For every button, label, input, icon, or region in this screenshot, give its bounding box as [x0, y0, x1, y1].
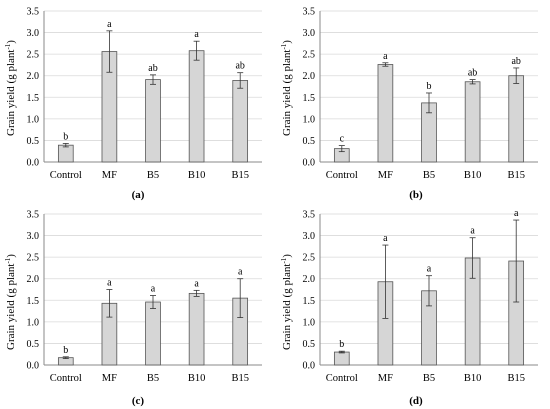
panel-b-ytick-label: 2.5: [303, 50, 316, 61]
panel-d-ylabel: Grain yield (g plant-1): [280, 254, 293, 350]
panel-c-bar: [188, 292, 205, 366]
panel-b-ytick-label: 1.5: [303, 93, 316, 104]
panel-b-ytick-label: 2.0: [303, 71, 316, 82]
panel-b-significance-letter: ab: [468, 68, 477, 79]
panel-a-bar: [232, 80, 249, 163]
panel-c-ytick-label: 3.5: [27, 210, 40, 221]
panel-b-xtick-label: MF: [378, 170, 393, 181]
panel-a-ytick-label: 0.0: [27, 158, 40, 169]
panel-c: 0.0 0.5 1.0 1.5 2.0 2.5 3.0 3.5 b Control a MF a B5 a B…: [4, 210, 262, 407]
panel-a-ytick-label: 2.0: [27, 71, 40, 82]
panel-b-ytick-label: 0.5: [303, 136, 316, 147]
panel-b-ylabel: Grain yield (g plant-1): [280, 40, 293, 136]
panel-d-xtick-label: Control: [326, 373, 358, 384]
panel-d-significance-letter: a: [514, 208, 519, 219]
panel-d-ytick-label: 1.5: [303, 296, 316, 307]
panel-d-plot: 0.0 0.5 1.0 1.5 2.0 2.5 3.0 3.5 b Control a MF a B5 a B…: [303, 208, 538, 384]
panel-d-ytick-label: 3.5: [303, 210, 316, 221]
panel-a-bar: [57, 144, 74, 163]
panel-c-bar: [145, 301, 161, 366]
panel-b-ytick-label: 3.5: [303, 7, 316, 18]
panel-b-xtick-label: Control: [326, 170, 358, 181]
panel-d-significance-letter: b: [339, 339, 344, 350]
panel-c-ytick-label: 2.0: [27, 274, 40, 285]
panel-a-xtick-label: MF: [102, 170, 117, 181]
panel-b-bar: [508, 75, 525, 163]
panel-d-ytick-label: 2.0: [303, 274, 316, 285]
panel-c-label: (c): [132, 395, 145, 407]
panel-c-ytick-label: 0.5: [27, 339, 40, 350]
panel-c-significance-letter: a: [107, 278, 112, 289]
panel-d-bar: [333, 351, 350, 366]
panel-a-significance-letter: ab: [148, 63, 157, 74]
panel-c-plot: 0.0 0.5 1.0 1.5 2.0 2.5 3.0 3.5 b Control a MF a B5 a B…: [27, 210, 262, 384]
panel-a-ytick-label: 1.0: [27, 114, 40, 125]
panel-c-ytick-label: 1.5: [27, 296, 40, 307]
panel-a-xtick-label: B15: [231, 170, 249, 181]
panel-a-ytick-label: 3.0: [27, 28, 40, 39]
panel-a-label: (a): [132, 189, 145, 201]
panel-c-ytick-label: 0.0: [27, 361, 40, 372]
panel-a-ylabel: Grain yield (g plant-1): [4, 40, 17, 136]
panel-a-ytick-label: 2.5: [27, 50, 40, 61]
panel-c-significance-letter: a: [238, 267, 243, 278]
panel-a: 0.0 0.5 1.0 1.5 2.0 2.5 3.0 3.5 b Control a MF ab B5 a…: [4, 7, 262, 201]
panel-c-significance-letter: b: [63, 345, 68, 356]
panel-b-label: (b): [409, 189, 423, 201]
panel-b-significance-letter: c: [340, 134, 345, 145]
panel-a-ytick-label: 1.5: [27, 93, 40, 104]
panel-d-ytick-label: 0.5: [303, 339, 316, 350]
panel-b-ytick-label: 0.0: [303, 158, 316, 169]
panel-c-significance-letter: a: [194, 278, 199, 289]
panel-a-significance-letter: b: [63, 131, 68, 142]
panel-c-xtick-label: MF: [102, 373, 117, 384]
panel-d-significance-letter: a: [470, 226, 475, 237]
panel-c-xtick-label: B10: [188, 373, 206, 384]
panel-a-bar: [145, 79, 161, 163]
panel-a-ytick-label: 0.5: [27, 136, 40, 147]
panel-c-xtick-label: B5: [147, 373, 159, 384]
panel-b-xtick-label: B5: [423, 170, 435, 181]
panel-a-bar: [188, 50, 205, 163]
panel-c-significance-letter: a: [151, 284, 156, 295]
panel-b-bar: [377, 64, 394, 163]
panel-c-xtick-label: B15: [231, 373, 249, 384]
panel-d-xtick-label: B10: [464, 373, 482, 384]
panel-a-xtick-label: B10: [188, 170, 206, 181]
panel-b-ytick-label: 1.0: [303, 114, 316, 125]
panel-b-plot: 0.0 0.5 1.0 1.5 2.0 2.5 3.0 3.5 c Control a MF b B5 ab…: [303, 7, 538, 181]
panel-d-xtick-label: B15: [507, 373, 525, 384]
panel-d-label: (d): [409, 395, 423, 407]
panel-b-xtick-label: B10: [464, 170, 482, 181]
panel-a-plot: 0.0 0.5 1.0 1.5 2.0 2.5 3.0 3.5 b Control a MF ab B5 a…: [27, 7, 262, 181]
panel-d-significance-letter: a: [383, 233, 388, 244]
panel-a-ytick-label: 3.5: [27, 7, 40, 18]
panel-a-significance-letter: a: [194, 29, 199, 40]
panel-d-xtick-label: MF: [378, 373, 393, 384]
panel-a-xtick-label: B5: [147, 170, 159, 181]
panel-c-ytick-label: 2.5: [27, 253, 40, 264]
panel-a-significance-letter: a: [107, 19, 112, 30]
panel-d-significance-letter: a: [427, 264, 432, 275]
panel-d: 0.0 0.5 1.0 1.5 2.0 2.5 3.0 3.5 b Control a MF a B5 a B…: [280, 208, 538, 407]
panel-d-xtick-label: B5: [423, 373, 435, 384]
panel-c-ytick-label: 1.0: [27, 317, 40, 328]
panel-c-ytick-label: 3.0: [27, 231, 40, 242]
panel-a-significance-letter: ab: [235, 61, 244, 72]
panel-b-significance-letter: a: [383, 51, 388, 62]
panel-d-ytick-label: 3.0: [303, 231, 316, 242]
panel-d-ytick-label: 2.5: [303, 253, 316, 264]
panel-b-significance-letter: b: [427, 81, 432, 92]
panel-d-ytick-label: 0.0: [303, 361, 316, 372]
panel-b: 0.0 0.5 1.0 1.5 2.0 2.5 3.0 3.5 c Control a MF b B5 ab…: [280, 7, 538, 201]
panel-b-xtick-label: B15: [507, 170, 525, 181]
panel-b-significance-letter: ab: [511, 56, 520, 67]
panel-d-ytick-label: 1.0: [303, 317, 316, 328]
panel-b-ytick-label: 3.0: [303, 28, 316, 39]
panel-c-xtick-label: Control: [50, 373, 82, 384]
panel-b-bar: [464, 81, 481, 163]
panel-a-xtick-label: Control: [50, 170, 82, 181]
panel-c-ylabel: Grain yield (g plant-1): [4, 254, 17, 350]
